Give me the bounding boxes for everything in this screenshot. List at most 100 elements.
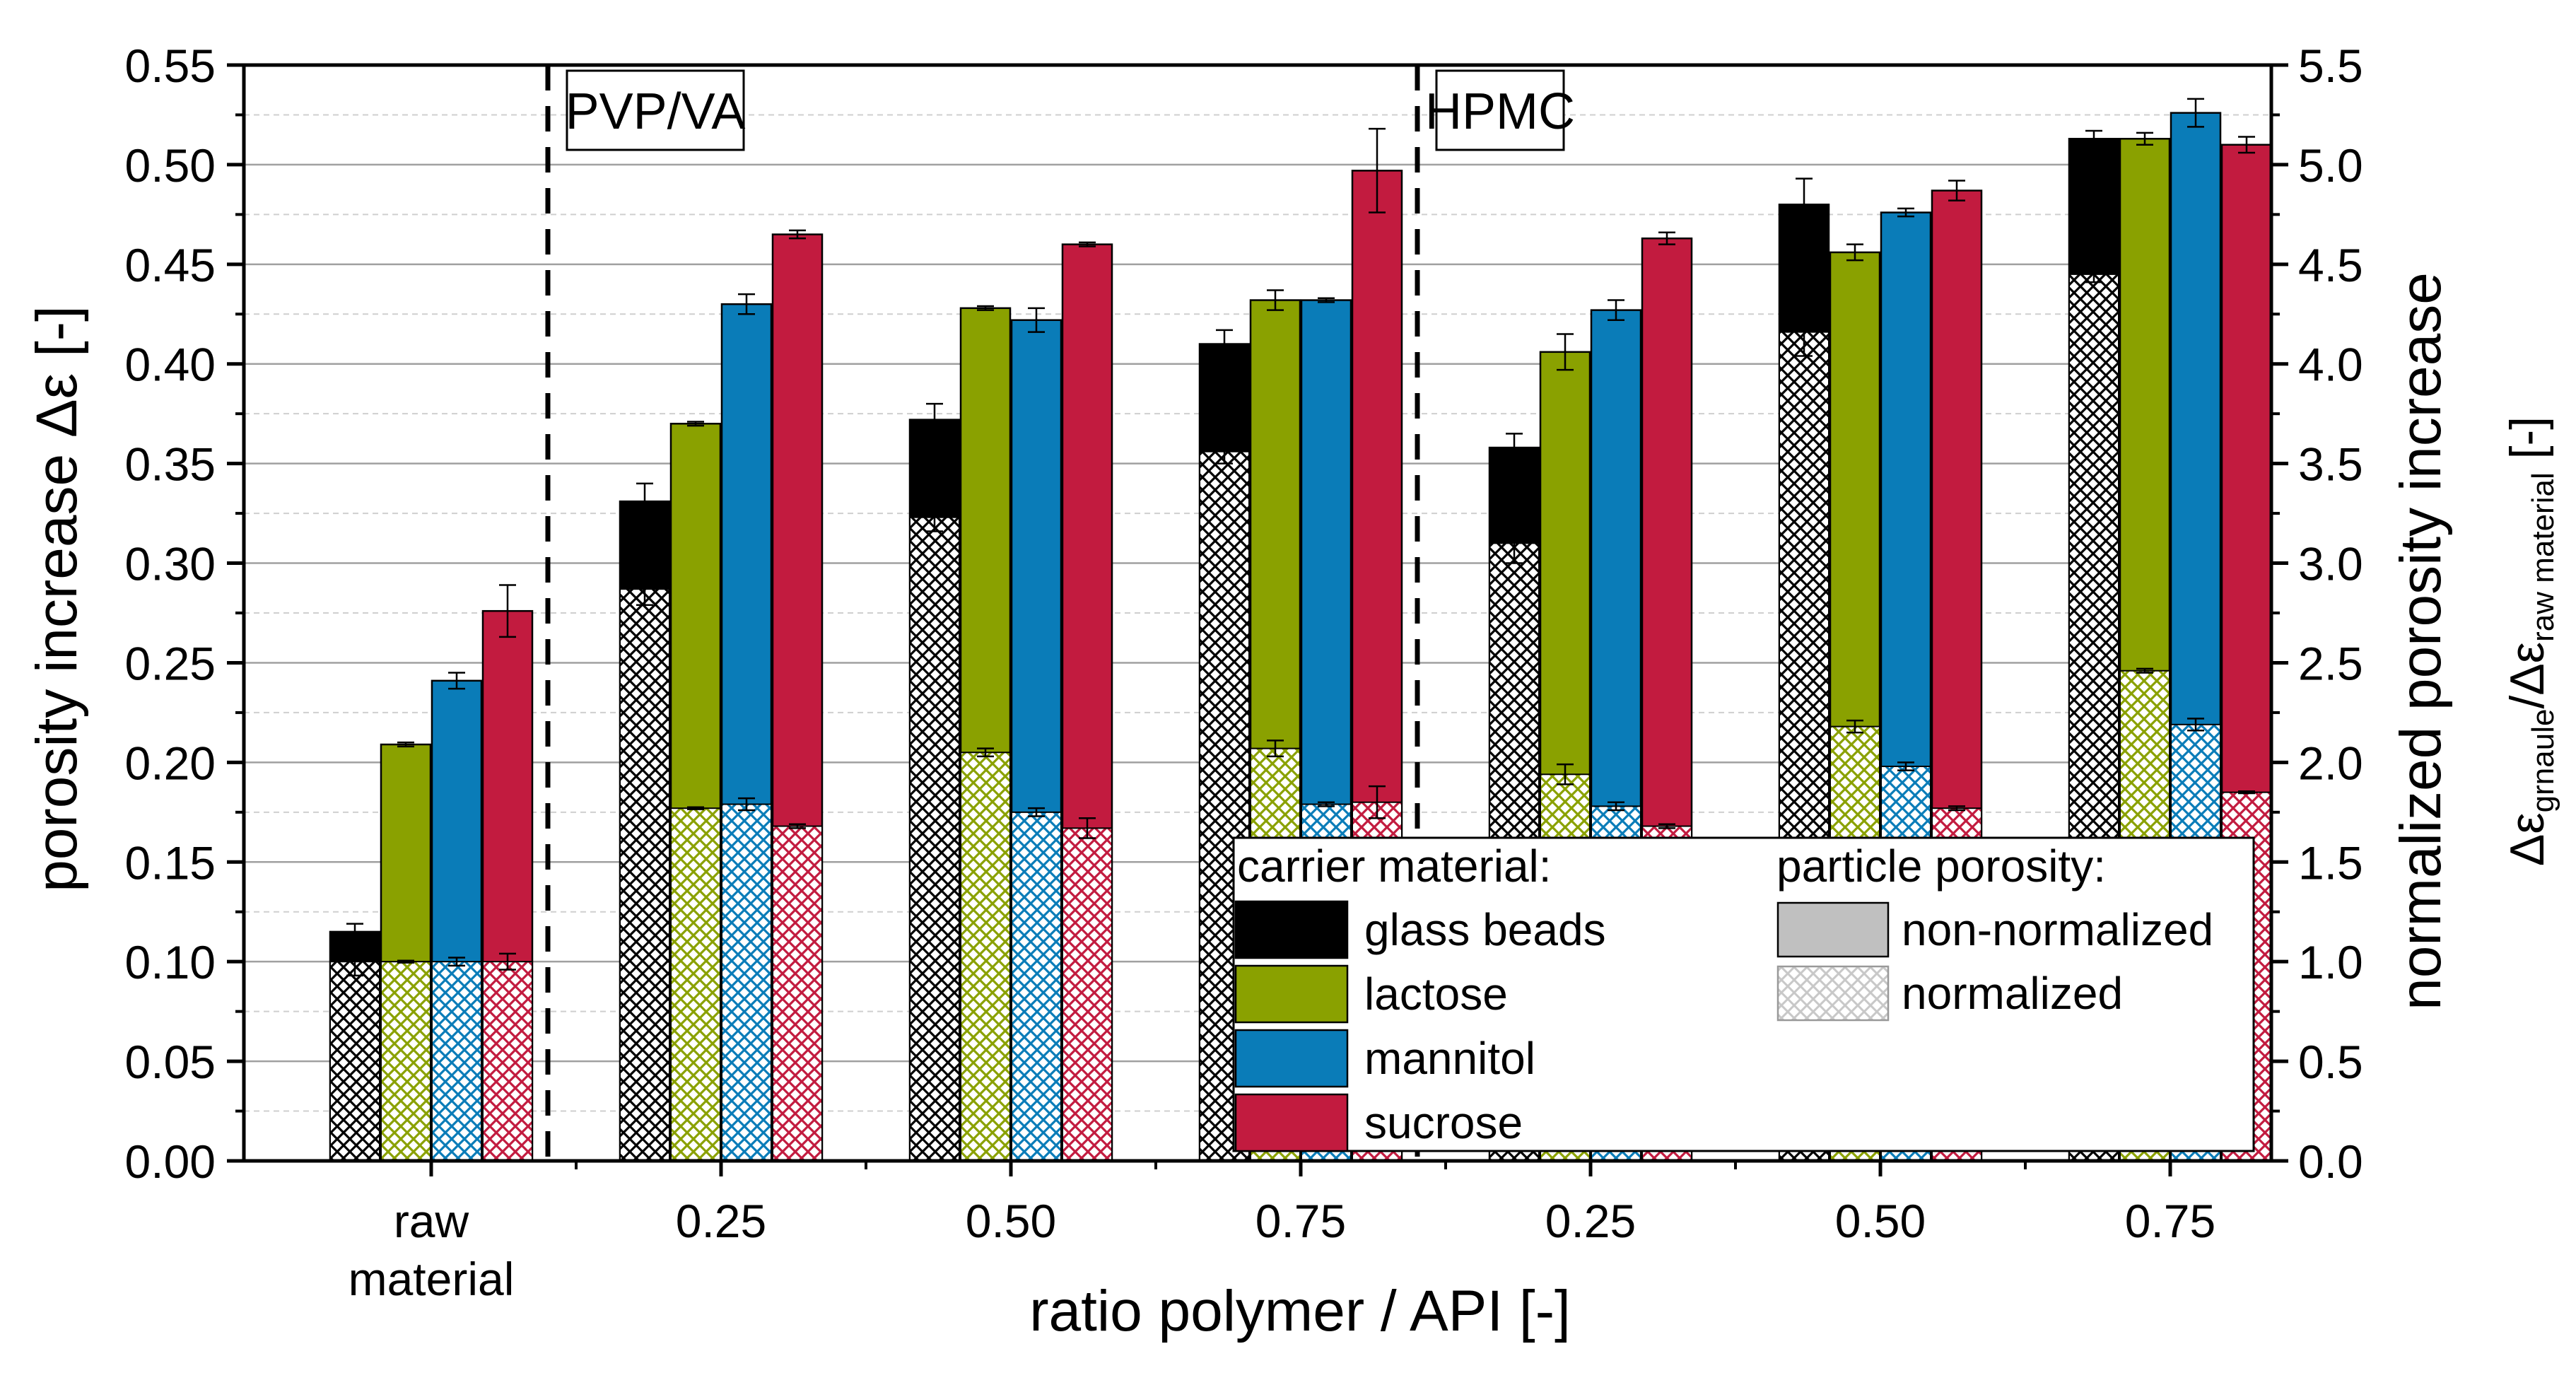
y2-axis-subtitle-part-2: /Δε xyxy=(2500,642,2554,709)
group-annotation-box-0 xyxy=(566,69,745,151)
bar-normalized-lactose-2 xyxy=(960,752,1011,1162)
bar-normalized-mannitol-2 xyxy=(1011,811,1062,1162)
error-bar-sucrose-0 xyxy=(499,584,516,638)
y-axis-title: porosity increase Δε [-] xyxy=(25,305,89,892)
error-bar-normalized-lactose-0 xyxy=(397,959,414,964)
error-bar-sucrose-3 xyxy=(1369,127,1386,214)
y2-tick-label-10: 5.0 xyxy=(2298,139,2363,192)
legend-label-normalized: normalized xyxy=(1902,968,2123,1019)
x-tick-label-0: raw xyxy=(394,1195,469,1247)
x-tick-label-2: 0.50 xyxy=(966,1195,1056,1247)
legend-box xyxy=(1232,836,2255,1152)
legend-label-mannitol: mannitol xyxy=(1364,1033,1535,1084)
error-bar-sucrose-4 xyxy=(1658,231,1675,245)
y2-tick-label-7: 3.5 xyxy=(2298,438,2363,491)
error-bar-normalized-sucrose-4 xyxy=(1658,823,1675,829)
bar-normalized-glass-beads-2 xyxy=(909,516,960,1162)
group-annotation-box-1 xyxy=(1435,69,1565,151)
bar-normalized-mannitol-0 xyxy=(431,961,482,1162)
legend-porosity-title: particle porosity: xyxy=(1776,841,2106,892)
group-annotation-0: PVP/VA xyxy=(566,83,746,140)
error-bar-normalized-sucrose-6 xyxy=(2238,790,2255,795)
y2-axis-subtitle-part-4: [-] xyxy=(2500,416,2554,472)
error-bar-normalized-glass-beads-6 xyxy=(2085,265,2102,284)
legend-label-glass-beads: glass beads xyxy=(1364,904,1606,955)
error-bar-glass-beads-5 xyxy=(1796,177,1813,232)
y2-tick-label-3: 1.5 xyxy=(2298,836,2363,889)
y2-axis-subtitle: Δεgrnaule/Δεraw material [-] xyxy=(2500,416,2560,866)
legend-swatch-glass-beads xyxy=(1234,900,1349,959)
y2-tick-label-1: 0.5 xyxy=(2298,1036,2363,1088)
legend-carrier-title: carrier material: xyxy=(1237,841,1552,892)
x-tick-label-5: 0.50 xyxy=(1835,1195,1926,1247)
x-tick-label-1: 0.25 xyxy=(676,1195,766,1247)
error-bar-normalized-glass-beads-4 xyxy=(1506,522,1523,564)
y2-tick-label-6: 3.0 xyxy=(2298,538,2363,590)
error-bar-normalized-sucrose-0 xyxy=(499,952,516,971)
error-bar-mannitol-4 xyxy=(1608,299,1624,321)
y2-tick-label-9: 4.5 xyxy=(2298,239,2363,291)
x-tick-label2-0: material xyxy=(349,1253,515,1305)
error-bar-lactose-5 xyxy=(1846,243,1863,262)
legend-swatch-non-normalized xyxy=(1776,901,1890,958)
error-bar-normalized-lactose-1 xyxy=(687,806,704,810)
error-bar-normalized-glass-beads-2 xyxy=(926,502,943,532)
group-annotation-1: HPMC xyxy=(1425,83,1575,140)
y-tick-label-7: 0.35 xyxy=(125,438,216,491)
bar-normalized-mannitol-1 xyxy=(721,803,772,1162)
y2-axis-subtitle-part-3: raw material xyxy=(2526,472,2560,642)
error-bar-mannitol-3 xyxy=(1318,297,1335,303)
error-bar-lactose-1 xyxy=(687,421,704,427)
error-bar-normalized-mannitol-0 xyxy=(448,957,465,967)
y2-axis-subtitle-part-0: Δε xyxy=(2500,812,2554,866)
error-bar-glass-beads-6 xyxy=(2085,129,2102,148)
error-bar-lactose-4 xyxy=(1557,333,1574,371)
x-tick-label-6: 0.75 xyxy=(2125,1195,2215,1247)
error-bar-normalized-sucrose-1 xyxy=(789,823,806,829)
error-bar-lactose-0 xyxy=(397,741,414,748)
error-bar-lactose-3 xyxy=(1267,289,1284,311)
legend-label-non-normalized: non-normalized xyxy=(1902,904,2213,955)
error-bar-normalized-lactose-6 xyxy=(2136,667,2153,674)
error-bar-sucrose-2 xyxy=(1079,241,1096,247)
y2-tick-label-2: 1.0 xyxy=(2298,936,2363,988)
y-tick-label-1: 0.05 xyxy=(125,1036,216,1088)
error-bar-normalized-glass-beads-5 xyxy=(1796,307,1813,357)
error-bar-mannitol-2 xyxy=(1028,307,1045,333)
error-bar-mannitol-1 xyxy=(738,293,755,315)
error-bar-glass-beads-1 xyxy=(636,482,653,520)
error-bar-normalized-sucrose-2 xyxy=(1079,817,1096,839)
error-bar-sucrose-5 xyxy=(1948,180,1965,201)
error-bar-normalized-mannitol-4 xyxy=(1608,801,1624,812)
y2-tick-label-4: 2.0 xyxy=(2298,737,2363,789)
y-tick-label-6: 0.30 xyxy=(125,538,216,590)
legend-swatch-lactose xyxy=(1234,964,1349,1024)
bar-normalized-lactose-0 xyxy=(380,961,431,1162)
y-tick-label-11: 0.55 xyxy=(125,40,216,92)
bar-normalized-sucrose-1 xyxy=(772,825,823,1162)
error-bar-normalized-glass-beads-1 xyxy=(636,572,653,606)
error-bar-normalized-lactose-5 xyxy=(1846,719,1863,734)
bar-normalized-sucrose-0 xyxy=(482,961,533,1162)
error-bar-normalized-mannitol-6 xyxy=(2187,718,2204,732)
error-bar-lactose-6 xyxy=(2136,132,2153,146)
error-bar-normalized-mannitol-2 xyxy=(1028,807,1045,817)
y-tick-label-5: 0.25 xyxy=(125,637,216,689)
y-tick-label-9: 0.45 xyxy=(125,239,216,291)
error-bar-normalized-lactose-4 xyxy=(1557,763,1574,785)
x-tick-label-3: 0.75 xyxy=(1255,1195,1346,1247)
x-axis-title: ratio polymer / API [-] xyxy=(1029,1279,1571,1343)
bar-normalized-glass-beads-1 xyxy=(619,588,670,1162)
error-bar-normalized-lactose-2 xyxy=(977,747,994,758)
y2-tick-label-8: 4.0 xyxy=(2298,339,2363,391)
error-bar-sucrose-1 xyxy=(789,229,806,240)
error-bar-normalized-glass-beads-0 xyxy=(346,947,363,977)
y-tick-label-8: 0.40 xyxy=(125,339,216,391)
y2-tick-label-5: 2.5 xyxy=(2298,637,2363,689)
error-bar-glass-beads-0 xyxy=(346,923,363,941)
error-bar-normalized-sucrose-5 xyxy=(1948,805,1965,812)
y-tick-label-2: 0.10 xyxy=(125,936,216,988)
error-bar-glass-beads-4 xyxy=(1506,433,1523,463)
